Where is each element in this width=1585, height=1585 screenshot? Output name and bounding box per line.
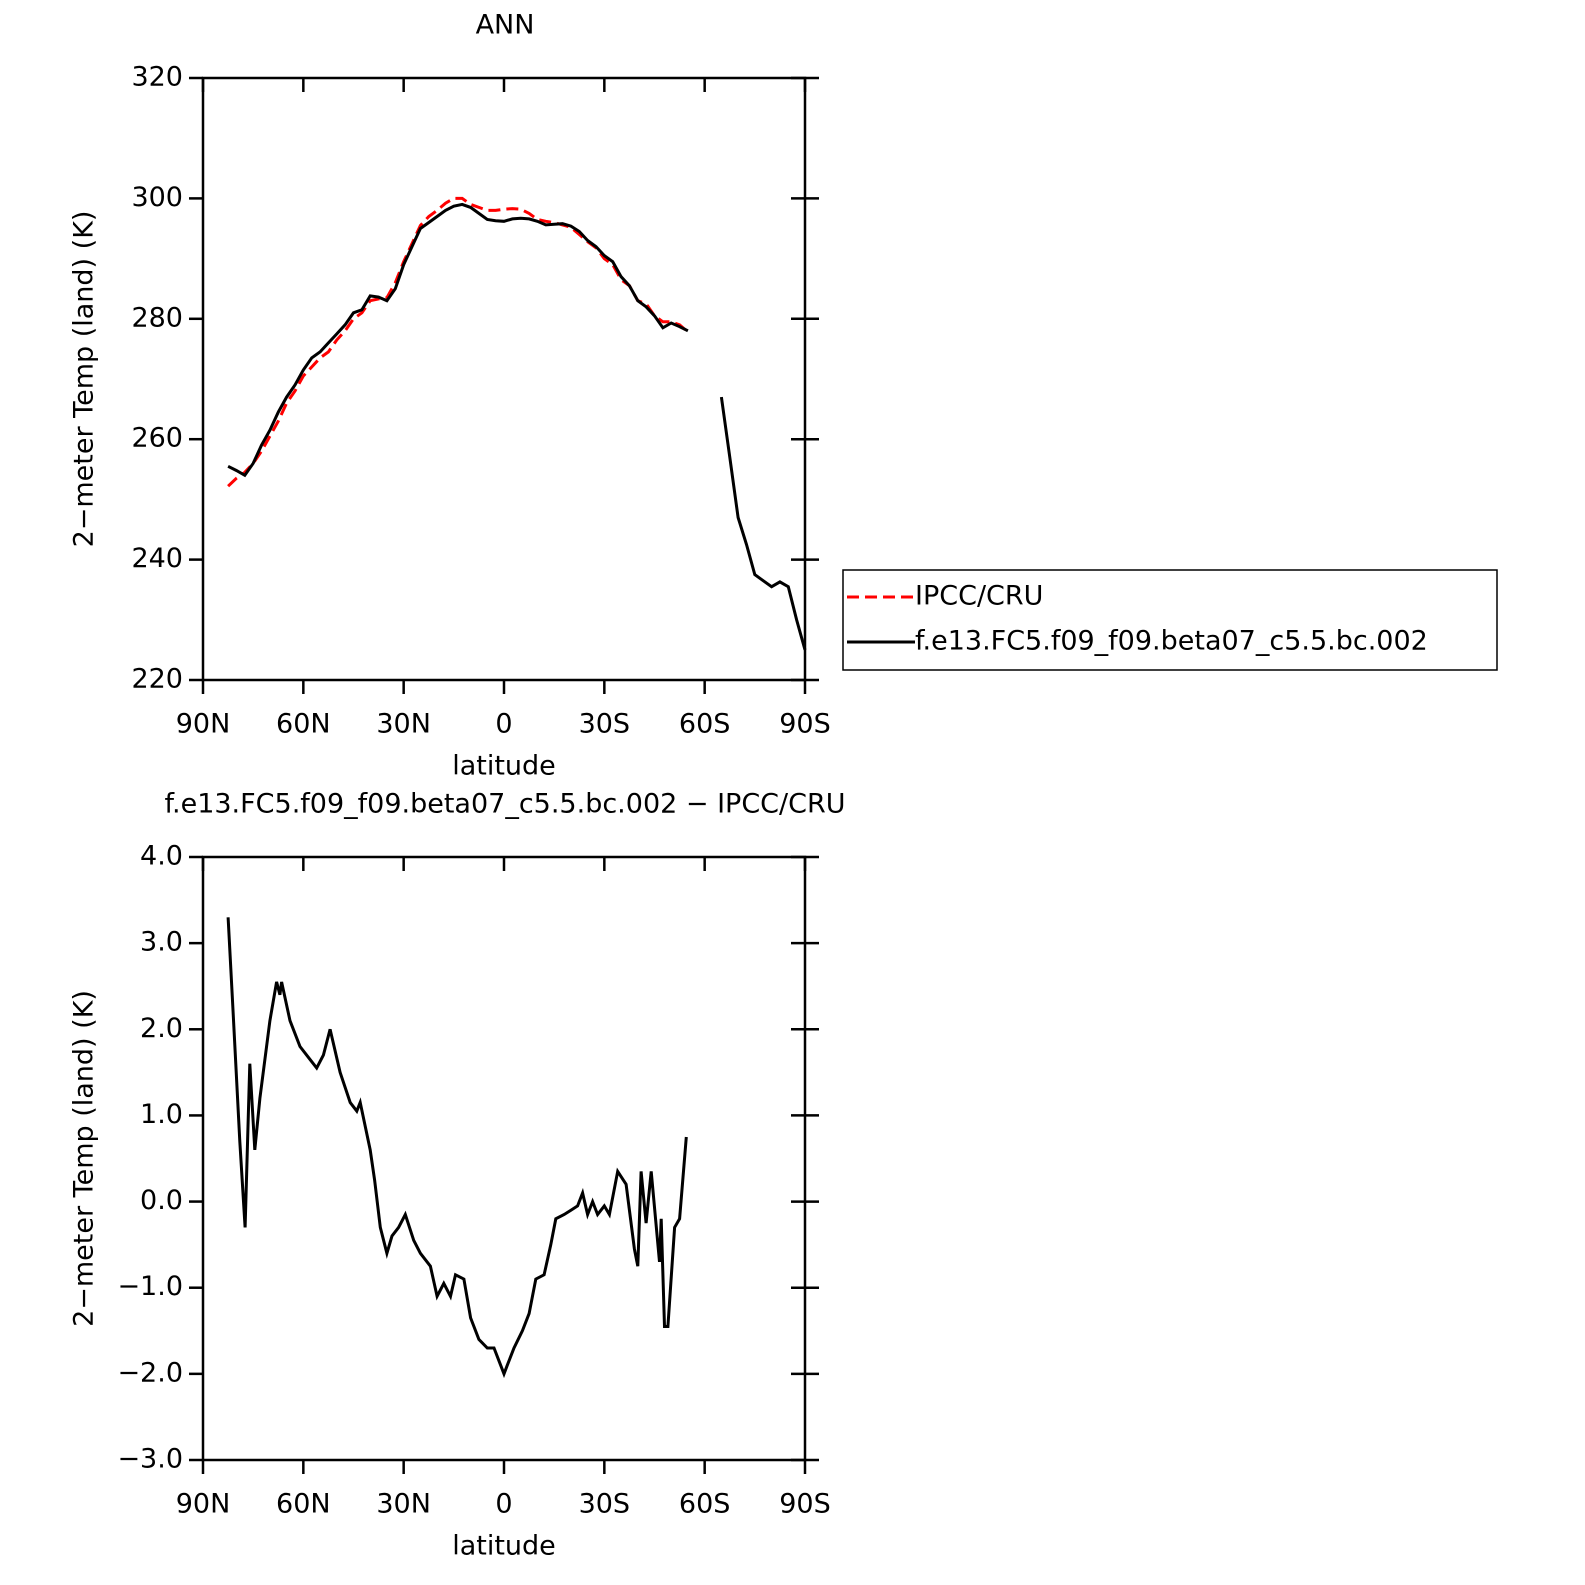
x-tick-label: 90N [176, 709, 231, 740]
legend-label: IPCC/CRU [915, 581, 1043, 612]
x-axis-label: latitude [452, 1531, 556, 1562]
y-tick-label: 220 [131, 664, 183, 695]
y-tick-label: 1.0 [140, 1099, 183, 1130]
data-line [227, 196, 689, 488]
y-tick-label: −1.0 [117, 1271, 183, 1302]
y-tick-label: 320 [131, 62, 183, 93]
data-line [226, 917, 688, 1379]
chart-title: ANN [476, 10, 535, 41]
x-tick-label: 60S [679, 1489, 731, 1520]
x-tick-label: 30S [579, 709, 631, 740]
x-tick-label: 60S [679, 709, 731, 740]
x-tick-label: 90S [779, 709, 831, 740]
y-tick-label: 0.0 [140, 1185, 183, 1216]
y-tick-label: −3.0 [117, 1444, 183, 1475]
y-tick-label: 260 [131, 423, 183, 454]
x-tick-label: 30S [579, 1489, 631, 1520]
y-tick-label: 3.0 [140, 927, 183, 958]
x-tick-label: 0 [495, 1489, 512, 1520]
chart-title: f.e13.FC5.f09_f09.beta07_c5.5.bc.002 − I… [164, 789, 845, 820]
y-tick-label: −2.0 [117, 1357, 183, 1388]
y-tick-label: 2.0 [140, 1013, 183, 1044]
x-tick-label: 60N [276, 709, 331, 740]
y-tick-label: 280 [131, 302, 183, 333]
legend-box [842, 569, 1498, 671]
y-axis-label: 2−meter Temp (land) (K) [69, 990, 100, 1327]
x-tick-label: 30N [376, 1489, 431, 1520]
data-line [227, 202, 807, 651]
y-axis-label: 2−meter Temp (land) (K) [69, 211, 100, 548]
y-tick-label: 300 [131, 182, 183, 213]
x-tick-label: 90N [176, 1489, 231, 1520]
legend-label: f.e13.FC5.f09_f09.beta07_c5.5.bc.002 [915, 626, 1428, 657]
y-tick-label: 4.0 [140, 841, 183, 872]
x-tick-label: 60N [276, 1489, 331, 1520]
plot-frame [201, 855, 807, 1462]
plot-frame [201, 76, 807, 682]
x-tick-label: 90S [779, 1489, 831, 1520]
y-tick-label: 240 [131, 543, 183, 574]
x-tick-label: 0 [495, 709, 512, 740]
x-axis-label: latitude [452, 751, 556, 782]
x-tick-label: 30N [376, 709, 431, 740]
